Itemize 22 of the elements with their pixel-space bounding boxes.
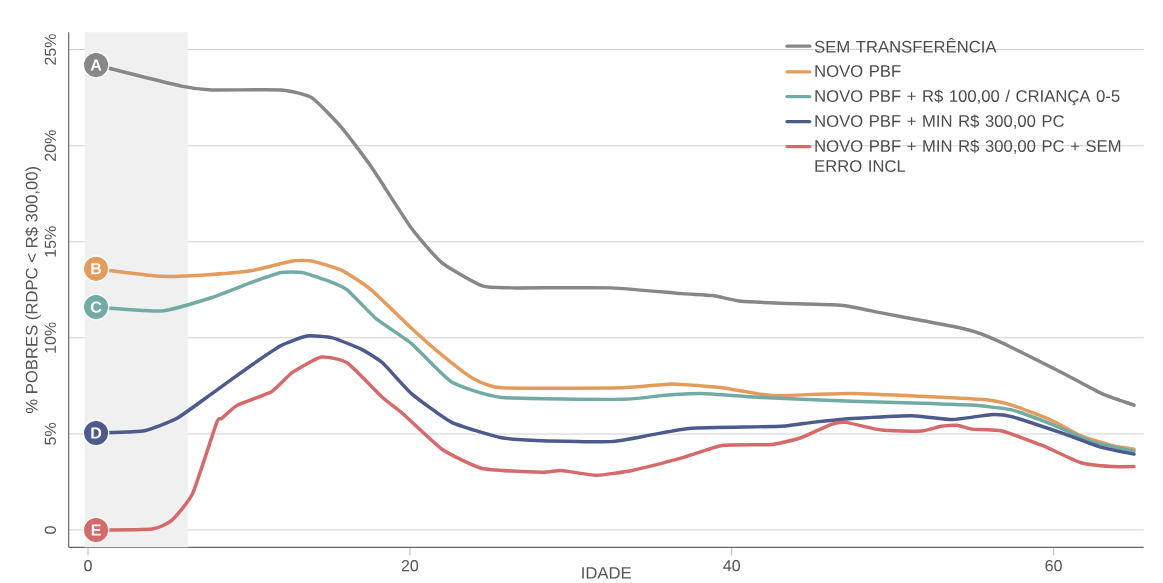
annotation: A xyxy=(90,59,102,71)
legend-label: NOVO PBF + R$ 100,00 / CRIANÇA 0-5 xyxy=(815,89,1120,106)
x-tick-label: 40 xyxy=(723,559,740,572)
y-tick-label: 25% xyxy=(44,34,56,65)
y-tick-label: 10% xyxy=(44,322,56,353)
annotation: E xyxy=(91,524,101,536)
legend-label: NOVO PBF + MIN R$ 300,00 PC xyxy=(815,114,1064,129)
y-tick-label: 0 xyxy=(44,526,56,534)
annotation: D xyxy=(91,427,102,439)
x-axis-title: IDADE xyxy=(582,567,631,579)
legend-label: SEM TRANSFERÊNCIA xyxy=(814,37,997,53)
y-tick-label: 20% xyxy=(44,130,56,161)
y-tick-label: 5% xyxy=(44,422,56,445)
x-tick-label: 20 xyxy=(401,559,419,572)
y-axis-title: % POBRES (RDPC < R$ 300,00) xyxy=(25,166,41,414)
legend-label: NOVO PBF + MIN R$ 300,00 PC + SEM ERRO INCL xyxy=(815,139,1121,172)
annotation: B xyxy=(91,263,102,275)
legend-label: NOVO PBF xyxy=(815,65,901,77)
y-tick-label: 15% xyxy=(44,226,56,257)
x-tick-label: 0 xyxy=(84,559,92,572)
x-tick-label: 60 xyxy=(1045,559,1062,572)
annotation: C xyxy=(90,301,102,313)
